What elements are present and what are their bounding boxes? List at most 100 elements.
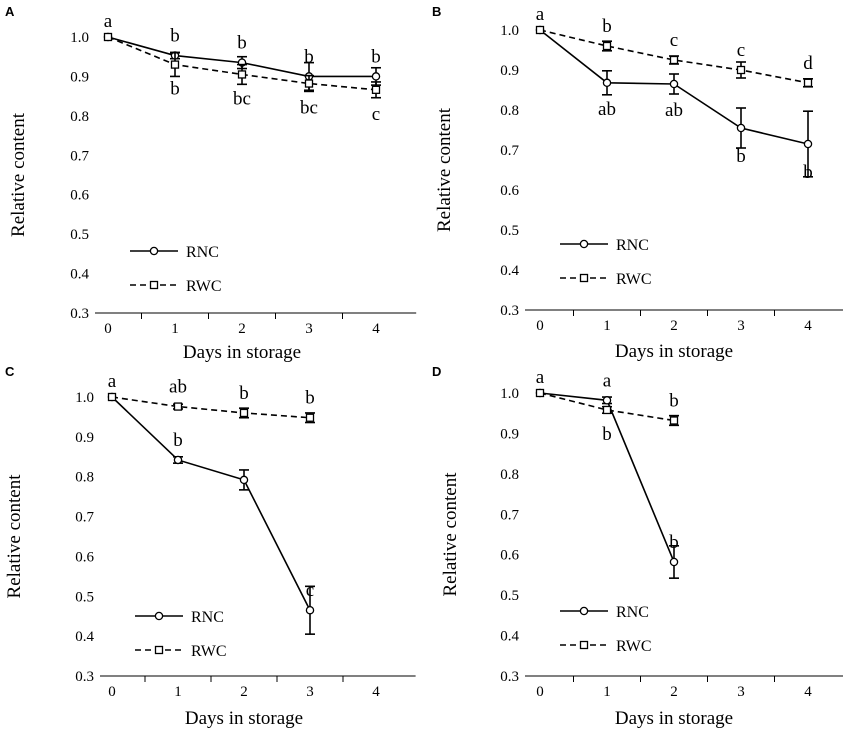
legend-marker-rnc (579, 606, 589, 616)
significance-label: bc (233, 88, 251, 109)
y-axis-title: Relative content (440, 472, 461, 597)
x-tick-label: 1 (603, 684, 611, 700)
y-tick-label: 0.8 (500, 467, 519, 483)
y-tick-label: 1.0 (500, 23, 519, 39)
series-line-rwc (539, 29, 809, 84)
y-tick-label: 0.6 (500, 548, 519, 564)
x-tick-label: 3 (305, 321, 313, 337)
x-tick-label: 0 (536, 318, 544, 334)
y-tick-label: 0.8 (500, 103, 519, 119)
significance-label: ab (169, 377, 187, 398)
chart-panel-c: C 0.3 0.4 0.5 0.6 0.7 0.8 0.9 1.0 0 1 2 3 4 Days in st… (4, 364, 416, 729)
y-tick-label: 1.0 (500, 386, 519, 402)
y-tick-label: 0.5 (75, 589, 94, 605)
data-point-rnc (736, 123, 746, 133)
significance-label: c (737, 40, 745, 61)
x-tick-label: 2 (238, 321, 246, 337)
significance-label: b (304, 46, 314, 67)
data-point-rnc (173, 455, 183, 465)
significance-label: b (239, 383, 249, 404)
y-tick-label: 1.0 (70, 30, 89, 46)
x-tick-label: 1 (603, 318, 611, 334)
series-line-rwc (539, 392, 675, 422)
data-point-rwc (170, 60, 180, 69)
data-point-rwc (669, 55, 679, 65)
legend-marker-rwc (579, 640, 589, 650)
y-tick-label: 0.6 (70, 188, 89, 204)
y-axis-title: Relative content (434, 107, 455, 232)
x-tick-label: 0 (104, 321, 112, 337)
data-point-rwc (602, 41, 612, 51)
y-tick-label: 0.6 (500, 183, 519, 199)
series-line-rwc (111, 396, 311, 419)
legend-marker-rnc (579, 239, 589, 249)
x-tick-label: 4 (372, 321, 380, 337)
x-tick-label: 1 (171, 321, 179, 337)
x-axis-title: Days in storage (183, 342, 301, 363)
data-point-rwc (304, 79, 314, 88)
data-point-rnc (669, 79, 679, 89)
x-tick-label: 0 (108, 684, 116, 700)
data-point-rwc (669, 416, 679, 425)
data-point-rnc (669, 557, 679, 567)
data-point-rwc (736, 65, 746, 75)
significance-label: ab (598, 99, 616, 120)
significance-label: d (803, 53, 813, 74)
significance-label: b (602, 424, 612, 445)
x-tick-label: 3 (737, 318, 745, 334)
y-axis-title: Relative content (4, 474, 25, 599)
x-axis-title: Days in storage (615, 341, 733, 362)
significance-label: c (670, 30, 678, 51)
legend-marker-rnc (154, 611, 164, 621)
significance-label: a (603, 370, 612, 391)
legend-label-rnc: RNC (186, 244, 219, 261)
legend-marker-rwc (154, 645, 164, 655)
y-tick-label: 0.3 (500, 669, 519, 685)
y-tick-label: 0.9 (75, 430, 94, 446)
series-line-rnc (111, 396, 311, 611)
x-tick-label: 0 (536, 684, 544, 700)
x-tick-label: 3 (306, 684, 314, 700)
significance-label: b (669, 390, 679, 411)
data-point-rnc (239, 475, 249, 485)
y-tick-label: 0.4 (500, 629, 519, 645)
x-axis-title: Days in storage (185, 708, 303, 729)
y-tick-label: 0.4 (500, 263, 519, 279)
x-tick-label: 3 (737, 684, 745, 700)
significance-label: b (170, 26, 180, 47)
significance-label: b (173, 430, 183, 451)
significance-label: b (371, 46, 381, 67)
x-tick-label: 4 (804, 684, 812, 700)
legend-label-rnc: RNC (191, 609, 224, 626)
y-tick-label: 0.3 (500, 303, 519, 319)
y-tick-label: 0.8 (70, 109, 89, 125)
data-point-rwc (535, 25, 545, 35)
x-tick-label: 1 (174, 684, 182, 700)
significance-label: b (237, 33, 247, 54)
legend-label-rnc: RNC (616, 237, 649, 254)
significance-label: b (602, 16, 612, 37)
panel-label: D (432, 364, 441, 379)
y-tick-label: 0.3 (70, 306, 89, 322)
significance-label: c (306, 580, 314, 601)
significance-label: b (669, 532, 679, 553)
x-tick-label: 4 (804, 318, 812, 334)
chart-panel-d: D 0.3 0.4 0.5 0.6 0.7 0.8 0.9 1.0 0 1 2 3 4 Days in st… (432, 364, 843, 729)
y-tick-label: 0.6 (75, 549, 94, 565)
y-tick-label: 0.4 (75, 629, 94, 645)
y-tick-label: 0.5 (500, 223, 519, 239)
data-point-rwc (103, 32, 113, 42)
significance-label: a (104, 11, 113, 32)
significance-label: a (108, 371, 117, 392)
y-tick-label: 0.9 (500, 63, 519, 79)
data-point-rnc (602, 78, 612, 88)
y-tick-label: 0.9 (500, 426, 519, 442)
y-tick-label: 0.7 (70, 148, 89, 164)
legend-label-rwc: RWC (186, 278, 222, 295)
x-tick-label: 2 (670, 318, 678, 334)
y-tick-label: 0.5 (70, 227, 89, 243)
significance-label: b (736, 146, 746, 167)
significance-label: b (170, 79, 180, 100)
chart-panel-a: A 0.3 0.4 0.5 0.6 0.7 0.8 0.9 1.0 0 1 2 3 4 Days in st… (5, 4, 417, 363)
data-point-rwc (602, 405, 612, 415)
